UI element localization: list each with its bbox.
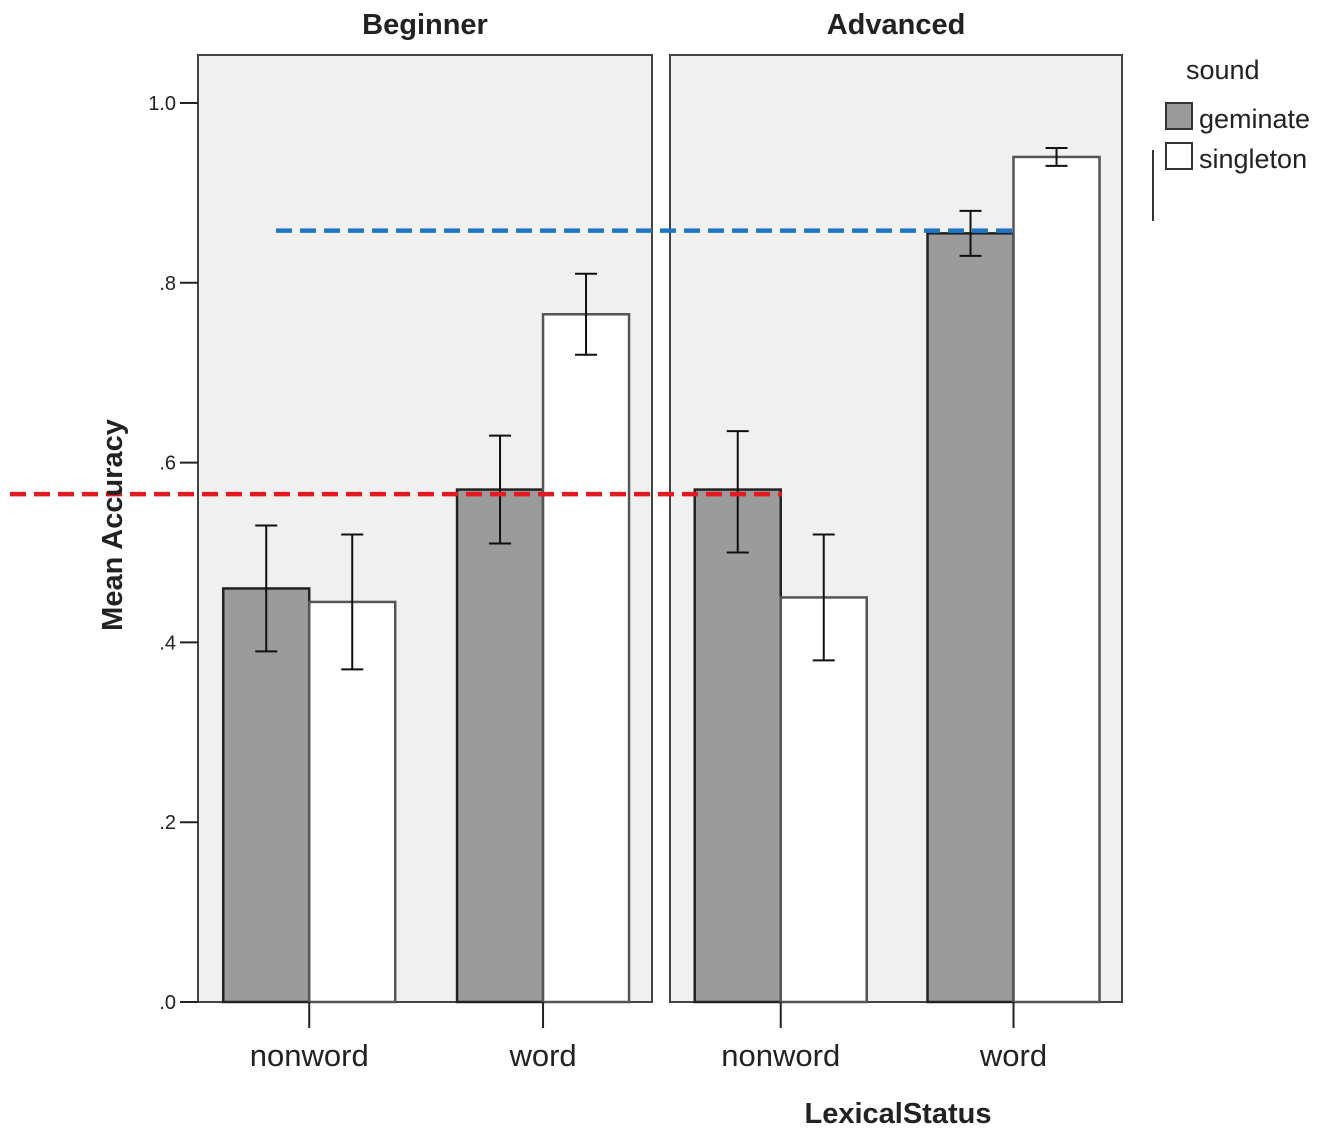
- y-tick-label-1: .2: [159, 812, 176, 834]
- reference-lines-layer: [10, 228, 1018, 497]
- error-bar-advanced-word-singleton: [1045, 146, 1068, 167]
- x-tick-label-beginner-nonword: nonword: [250, 1038, 369, 1073]
- y-axis-title: Mean Accuracy: [97, 419, 129, 631]
- error-bar-advanced-nonword-singleton: [812, 533, 835, 662]
- legend-label-geminate: geminate: [1199, 104, 1310, 134]
- bar-advanced-word-singleton: [1012, 155, 1101, 1004]
- x-tick-label-beginner-word: word: [508, 1038, 576, 1073]
- facet-title-advanced: Advanced: [827, 9, 966, 41]
- legend-label-singleton: singleton: [1199, 144, 1307, 174]
- y-tick-label-2: .4: [159, 632, 176, 654]
- legend-title: sound: [1186, 55, 1260, 85]
- bar-advanced-nonword-geminate: [693, 488, 782, 1004]
- bars-layer: [221, 155, 1101, 1004]
- legend: sound geminate singleton: [1152, 55, 1310, 221]
- x-tick-label-advanced-word: word: [979, 1038, 1047, 1073]
- error-bar-beginner-nonword-singleton: [341, 533, 364, 671]
- y-tick-label-0: .0: [159, 992, 176, 1014]
- error-bar-advanced-word-geminate: [959, 209, 982, 257]
- legend-swatch-singleton: [1165, 142, 1193, 170]
- error-bar-beginner-nonword-geminate: [255, 524, 278, 653]
- axes-layer: [180, 102, 1015, 1028]
- bar-beginner-word-geminate: [455, 488, 545, 1004]
- y-tick-label-5: 1.0: [148, 93, 176, 115]
- error-bar-beginner-word-geminate: [489, 434, 512, 545]
- legend-swatch-geminate: [1165, 102, 1193, 130]
- x-axis-title: LexicalStatus: [805, 1098, 992, 1130]
- x-tick-label-advanced-nonword: nonword: [721, 1038, 840, 1073]
- bar-beginner-nonword-singleton: [307, 600, 397, 1004]
- bar-advanced-word-geminate: [926, 232, 1015, 1004]
- y-tick-label-4: .8: [159, 273, 176, 295]
- labels-layer: Beginner nonword word Advanced nonword word .0…: [148, 9, 1047, 1073]
- facet-title-beginner: Beginner: [362, 9, 488, 41]
- bar-advanced-nonword-singleton: [779, 596, 868, 1004]
- bar-beginner-word-singleton: [541, 313, 631, 1004]
- error-bar-beginner-word-singleton: [575, 272, 598, 356]
- error-bars-layer: [255, 146, 1068, 671]
- y-tick-label-3: .6: [159, 453, 176, 475]
